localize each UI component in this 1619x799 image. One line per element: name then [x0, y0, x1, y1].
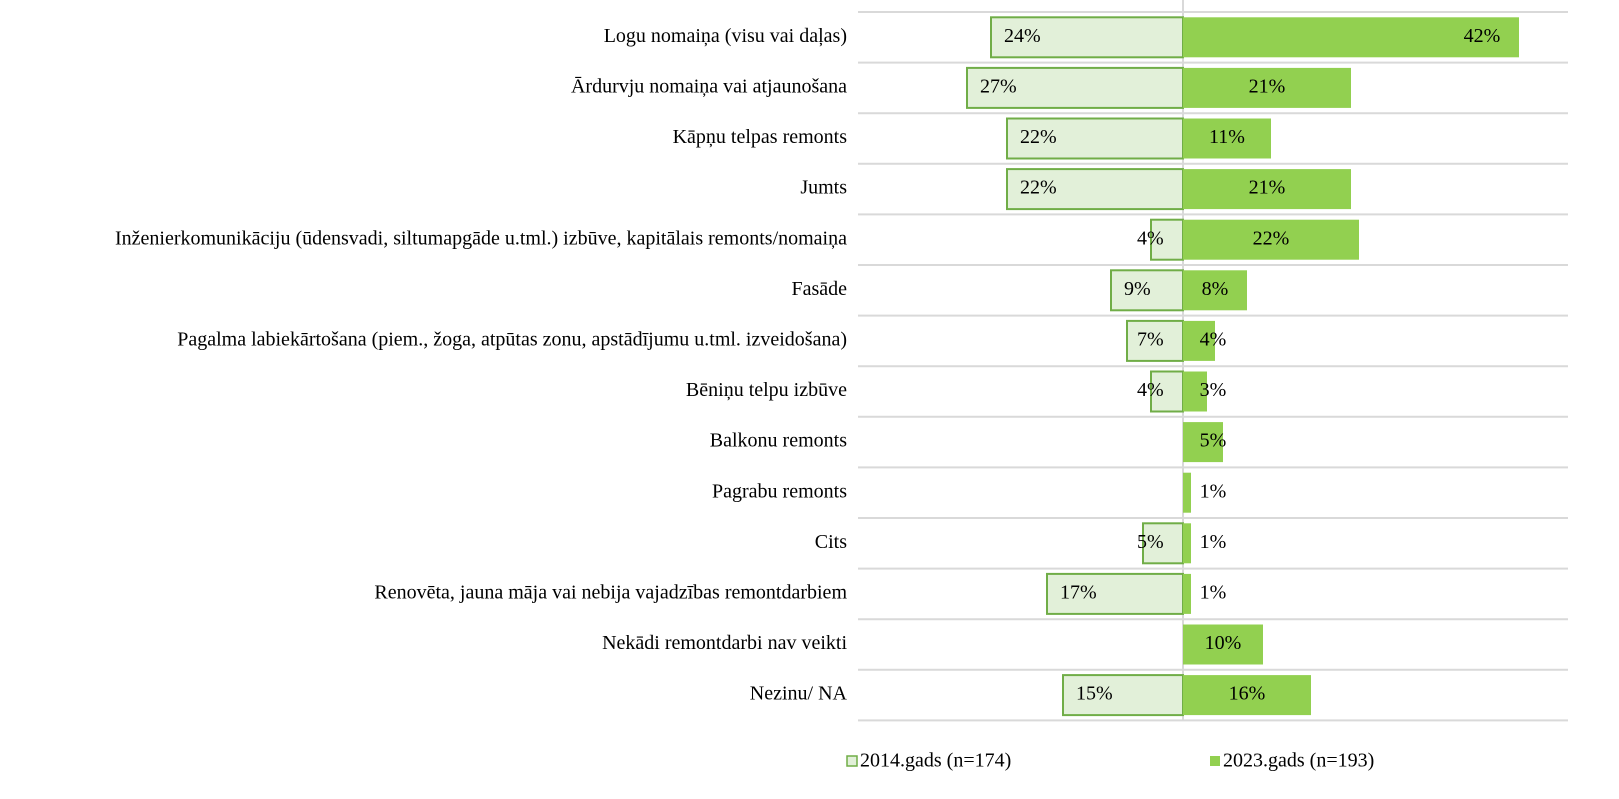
bar: [1126, 319, 1184, 362]
bar: [1183, 472, 1191, 513]
bar: [1006, 168, 1184, 211]
category-label: Nekādi remontdarbi nav veikti: [602, 632, 847, 654]
bar: [1183, 371, 1207, 412]
bar: [1150, 218, 1184, 261]
bar: [1183, 573, 1191, 614]
bar: [1183, 320, 1215, 361]
category-label: Bēniņu telpu izbūve: [686, 379, 847, 401]
category-label: Inženierkomunikāciju (ūdensvadi, siltuma…: [115, 227, 847, 249]
category-label: Balkonu remonts: [710, 430, 847, 452]
value-label: 24%: [1004, 25, 1041, 47]
bar: [1046, 572, 1184, 615]
value-label: 5%: [1137, 531, 1164, 553]
value-label: 8%: [1202, 278, 1229, 300]
legend-swatch: [1210, 756, 1220, 766]
value-label: 1%: [1200, 480, 1227, 502]
value-label: 27%: [980, 75, 1017, 97]
value-label: 1%: [1200, 581, 1227, 603]
legend-label: 2014.gads (n=174): [860, 750, 1011, 772]
bar: [1183, 67, 1351, 108]
value-label: 5%: [1200, 430, 1227, 452]
category-label: Jumts: [800, 177, 847, 199]
category-label: Pagrabu remonts: [712, 480, 847, 502]
legend-label: 2023.gads (n=193): [1223, 750, 1374, 772]
value-label: 4%: [1137, 379, 1164, 401]
value-label: 15%: [1076, 683, 1113, 705]
value-label: 11%: [1209, 126, 1245, 148]
category-label: Logu nomaiņa (visu vai daļas): [604, 25, 847, 47]
value-label: 4%: [1200, 328, 1227, 350]
value-label: 4%: [1137, 227, 1164, 249]
bar: [990, 16, 1184, 59]
category-label: Ārdurvju nomaiņa vai atjaunošana: [571, 75, 847, 97]
bar: [1062, 674, 1184, 717]
category-label: Cits: [815, 531, 847, 553]
bar: [1183, 422, 1223, 463]
bar: [1183, 523, 1191, 564]
bar: [1150, 370, 1184, 413]
bar: [1006, 117, 1184, 160]
value-label: 42%: [1464, 25, 1501, 47]
bar: [1183, 624, 1263, 665]
value-label: 1%: [1200, 531, 1227, 553]
legend-swatch: [846, 755, 858, 767]
value-label: 10%: [1205, 632, 1242, 654]
bar: [1183, 219, 1359, 260]
value-label: 21%: [1249, 75, 1286, 97]
value-label: 21%: [1249, 177, 1286, 199]
bar: [1183, 675, 1311, 716]
bar: [1183, 17, 1519, 58]
category-label: Renovēta, jauna māja vai nebija vajadzīb…: [374, 581, 847, 603]
value-label: 17%: [1060, 581, 1097, 603]
value-label: 9%: [1124, 278, 1151, 300]
category-label: Pagalma labiekārtošana (piem., žoga, atp…: [177, 328, 847, 350]
value-label: 3%: [1200, 379, 1227, 401]
value-label: 22%: [1020, 177, 1057, 199]
category-label: Fasāde: [791, 278, 847, 300]
bar: [1183, 118, 1271, 159]
value-label: 22%: [1253, 227, 1290, 249]
value-label: 7%: [1137, 328, 1164, 350]
category-label: Kāpņu telpas remonts: [673, 126, 848, 148]
bar: [1183, 169, 1351, 210]
value-label: 22%: [1020, 126, 1057, 148]
bar: [966, 66, 1184, 109]
value-label: 16%: [1229, 683, 1266, 705]
bar: [1142, 522, 1184, 565]
category-label: Nezinu/ NA: [750, 683, 848, 705]
bar: [1183, 270, 1247, 311]
